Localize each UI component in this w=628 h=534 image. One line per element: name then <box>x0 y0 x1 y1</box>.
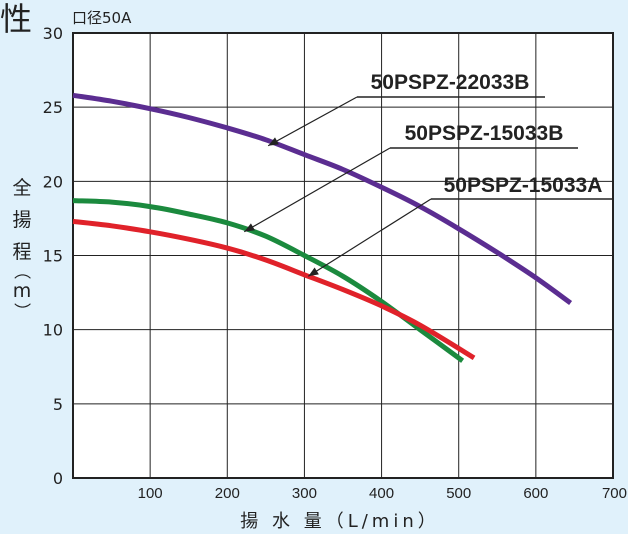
chart-subtitle: 口径50A <box>72 9 132 27</box>
y-axis-label-char: 程 <box>12 241 31 263</box>
y-tick-label: 30 <box>43 24 63 43</box>
leader-line <box>307 198 432 277</box>
y-axis-label-char: 揚 <box>12 209 31 231</box>
series-label: 50PSPZ-15033B <box>405 122 564 145</box>
y-axis-label: 全 揚 程 （ m ） <box>11 177 32 320</box>
x-tick-label: 100 <box>138 485 163 502</box>
tick-labels: 0 5 10 15 20 25 30 100 200 300 400 500 600 700 <box>43 24 627 502</box>
leader-arrowhead <box>244 223 255 232</box>
x-tick-label: 600 <box>523 485 548 502</box>
y-axis-label-char: ） <box>11 303 31 320</box>
y-tick-label: 0 <box>53 469 63 488</box>
grid <box>73 33 613 478</box>
leader-line <box>267 96 358 147</box>
y-axis-label-char: 全 <box>12 177 31 199</box>
x-tick-label: 500 <box>446 485 471 502</box>
x-tick-label: 300 <box>292 485 317 502</box>
y-tick-label: 5 <box>53 395 63 414</box>
series-line <box>72 218 476 361</box>
y-tick-label: 15 <box>43 247 63 266</box>
leader-arrowhead <box>308 267 319 277</box>
series-label: 50PSPZ-15033A <box>444 174 603 197</box>
annotations: 50PSPZ-22033B 50PSPZ-15033B 50PSPZ-15033A <box>243 71 613 277</box>
leader-line <box>243 147 391 233</box>
x-axis-label: 揚 水 量（L/min） <box>240 511 439 532</box>
y-axis-label-char: （ <box>11 263 31 280</box>
leader-arrowhead <box>268 137 279 146</box>
series-label: 50PSPZ-22033B <box>371 71 530 94</box>
y-tick-label: 20 <box>43 172 63 191</box>
x-tick-label: 700 <box>602 485 627 502</box>
curves <box>72 92 573 363</box>
y-tick-label: 25 <box>43 98 63 117</box>
y-axis-label-char: m <box>13 280 32 302</box>
x-tick-label: 200 <box>215 485 240 502</box>
chart-title: 性 <box>0 0 32 38</box>
y-tick-label: 10 <box>43 321 63 340</box>
x-tick-label: 400 <box>369 485 394 502</box>
series-line <box>72 92 573 306</box>
